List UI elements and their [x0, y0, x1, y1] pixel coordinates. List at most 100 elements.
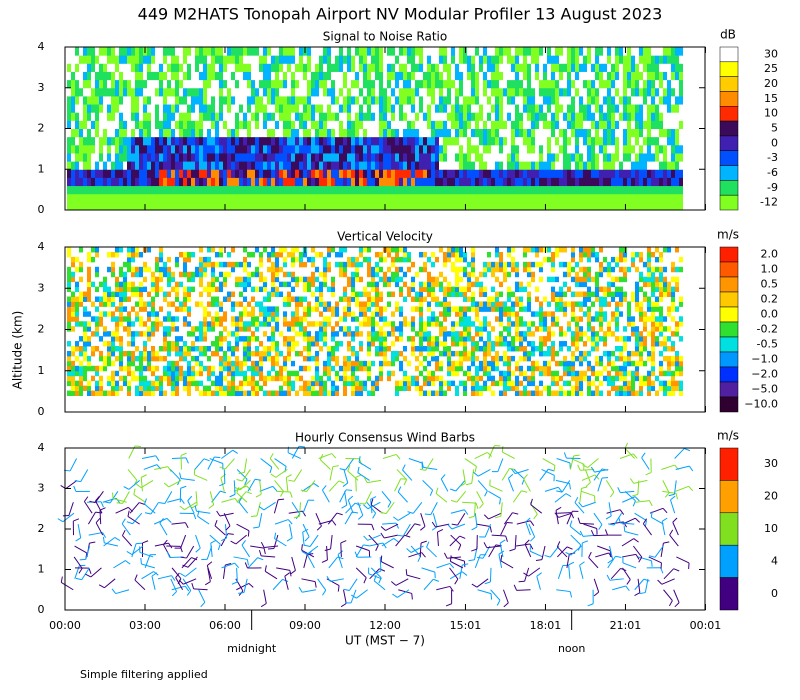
- field-cell: [647, 104, 651, 113]
- field-cell: [619, 63, 623, 72]
- field-cell: [135, 161, 139, 170]
- field-cell: [659, 144, 663, 154]
- field-cell: [195, 201, 199, 211]
- field-cell: [615, 71, 619, 81]
- field-cell: [427, 276, 431, 283]
- field-cell: [439, 201, 443, 211]
- field-cell: [475, 390, 479, 396]
- field-cell: [243, 266, 247, 273]
- field-cell: [87, 326, 91, 332]
- field-cell: [203, 152, 207, 162]
- field-cell: [467, 365, 471, 372]
- field-cell: [399, 286, 403, 293]
- field-cell: [383, 104, 387, 113]
- field-cell: [155, 161, 159, 170]
- field-cell: [335, 136, 339, 146]
- field-cell: [231, 112, 235, 121]
- field-cell: [327, 79, 331, 89]
- field-cell: [559, 55, 563, 64]
- field-cell: [283, 355, 287, 362]
- field-cell: [515, 161, 519, 170]
- field-cell: [167, 350, 171, 357]
- field-cell: [399, 177, 403, 187]
- field-cell: [439, 365, 443, 372]
- field-cell: [299, 120, 303, 129]
- field-cell: [343, 79, 347, 89]
- field-cell: [443, 136, 447, 146]
- field-cell: [571, 79, 575, 89]
- field-cell: [291, 256, 295, 263]
- field-cell: [535, 104, 539, 113]
- field-cell: [487, 370, 491, 377]
- field-cell: [531, 104, 535, 113]
- field-cell: [427, 112, 431, 121]
- field-cell: [71, 63, 75, 72]
- field-cell: [67, 251, 71, 258]
- field-cell: [571, 201, 575, 211]
- field-cell: [563, 201, 567, 211]
- field-cell: [199, 55, 203, 64]
- field-cell: [415, 365, 419, 372]
- field-cell: [363, 301, 367, 307]
- field-cell: [75, 136, 79, 146]
- field-cell: [143, 301, 147, 307]
- field-cell: [71, 87, 75, 97]
- field-cell: [259, 185, 263, 195]
- field-cell: [347, 365, 351, 372]
- field-cell: [375, 161, 379, 170]
- field-cell: [423, 326, 427, 332]
- field-cell: [371, 95, 375, 105]
- field-cell: [103, 365, 107, 372]
- field-cell: [431, 291, 435, 297]
- field-cell: [263, 55, 267, 64]
- field-cell: [287, 301, 291, 307]
- field-cell: [431, 251, 435, 258]
- field-cell: [467, 104, 471, 113]
- field-cell: [623, 136, 627, 146]
- field-cell: [311, 261, 315, 268]
- field-cell: [551, 193, 555, 203]
- field-cell: [391, 256, 395, 263]
- field-cell: [175, 47, 179, 56]
- field-cell: [551, 144, 555, 154]
- field-cell: [679, 193, 683, 203]
- field-cell: [299, 193, 303, 203]
- field-cell: [351, 350, 355, 357]
- field-cell: [539, 47, 543, 56]
- field-cell: [671, 71, 675, 81]
- field-cell: [111, 266, 115, 273]
- field-cell: [675, 63, 679, 72]
- field-cell: [107, 112, 111, 121]
- field-cell: [103, 120, 107, 129]
- field-cell: [559, 71, 563, 81]
- field-cell: [539, 161, 543, 170]
- field-cell: [327, 375, 331, 382]
- field-cell: [475, 185, 479, 195]
- field-cell: [299, 104, 303, 113]
- field-cell: [303, 380, 307, 387]
- field-cell: [523, 144, 527, 154]
- field-cell: [435, 281, 439, 288]
- field-cell: [367, 95, 371, 105]
- field-cell: [303, 355, 307, 362]
- field-cell: [527, 47, 531, 56]
- field-cell: [79, 120, 83, 129]
- field-cell: [515, 152, 519, 162]
- field-cell: [435, 185, 439, 195]
- field-cell: [223, 390, 227, 396]
- field-cell: [527, 87, 531, 97]
- field-cell: [451, 169, 455, 178]
- field-cell: [495, 87, 499, 97]
- field-cell: [215, 390, 219, 396]
- field-cell: [215, 251, 219, 258]
- field-cell: [539, 185, 543, 195]
- field-cell: [247, 47, 251, 56]
- field-cell: [107, 185, 111, 195]
- field-cell: [263, 375, 267, 382]
- field-cell: [127, 185, 131, 195]
- field-cell: [511, 79, 515, 89]
- field-cell: [87, 251, 91, 258]
- field-cell: [379, 370, 383, 377]
- field-cell: [107, 95, 111, 105]
- field-cell: [171, 380, 175, 387]
